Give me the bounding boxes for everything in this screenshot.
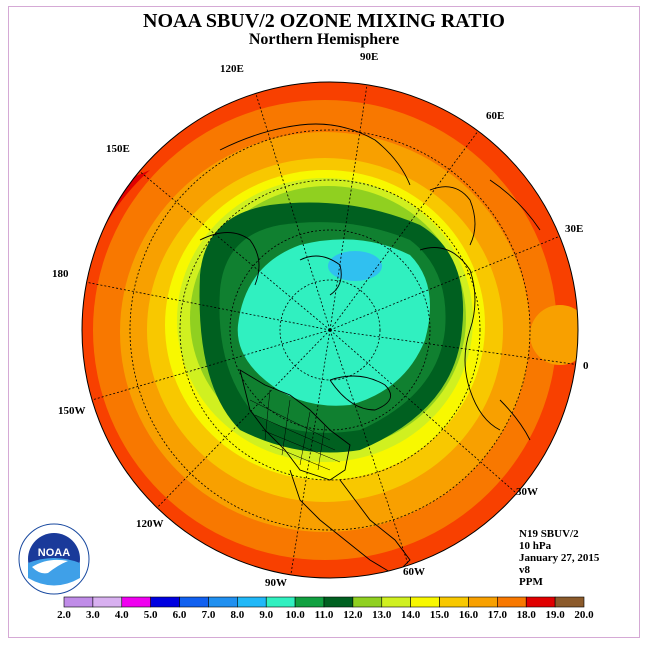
colorbar-label: 14.0 [401,609,421,621]
colorbar-box-8-9 [237,596,267,608]
colorbar-box-16-17 [468,596,498,608]
lon-label-120e: 120E [220,63,244,75]
colorbar-box-15-16 [439,596,469,608]
colorbar-label: 19.0 [545,609,565,621]
colorbar-box-13-14 [381,596,411,608]
band-16-patch [530,305,578,365]
colorbar-label: 16.0 [458,609,479,621]
lon-label-60e: 60E [486,110,505,122]
info-version: v8 [519,564,530,576]
colorbar-box-14-15 [410,596,440,608]
colorbar-label: 8.0 [230,609,245,621]
colorbar-box-12-13 [352,596,383,608]
colorbar-box-18-19 [525,596,556,608]
colorbar-label: 17.0 [487,609,507,621]
colorbar-label: 11.0 [314,609,334,621]
colorbar-box-3-4 [92,596,123,608]
colorbar-label: 5.0 [143,609,158,621]
lon-label-60w: 60W [403,566,425,578]
info-pressure: 10 hPa [519,540,552,552]
colorbar-box-7-8 [208,596,238,608]
colorbar-box-5-6 [150,596,180,608]
map-boundary [81,81,579,579]
noaa-logo: NOAA [18,523,90,595]
lon-label-0: 0 [583,360,589,372]
colorbar-label: 9.0 [259,609,274,621]
info-date: January 27, 2015 [519,552,600,564]
colorbar-label: 10.0 [285,609,305,621]
state-boundaries [249,389,341,471]
lon-label-90w: 90W [265,577,287,589]
lon-label-150w: 150W [58,405,86,417]
lon-label-30w: 30W [516,486,538,498]
colorbar-box-2-3 [63,596,94,608]
graticule [82,82,578,578]
ozone-field [82,82,578,578]
band-8 [328,251,382,281]
band-9 [237,239,430,406]
colorbar-box-11-12 [323,596,354,608]
colorbar-label: 3.0 [86,609,100,621]
info-satellite: N19 SBUV/2 [519,528,579,540]
coastlines [199,123,541,576]
map-subtitle: Northern Hemisphere [248,31,400,48]
colorbar-box-9-10 [265,596,296,608]
colorbar-label: 7.0 [201,609,216,621]
colorbar [63,596,585,608]
colorbar-label: 4.0 [114,609,129,621]
map-title: NOAA SBUV/2 OZONE MIXING RATIO [143,10,505,32]
lon-label-180: 180 [52,268,69,280]
colorbar-box-4-5 [121,596,151,608]
lon-label-120w: 120W [136,518,164,530]
colorbar-box-17-18 [497,596,527,608]
colorbar-label: 2.0 [57,609,71,621]
colorbar-label: 12.0 [343,609,363,621]
lon-label-150e: 150E [106,143,130,155]
colorbar-box-6-7 [179,596,209,608]
colorbar-box-10-11 [294,596,325,608]
info-units: PPM [519,576,543,588]
lon-label-90e: 90E [360,51,379,63]
colorbar-box-19-20 [554,596,585,608]
colorbar-label: 20.0 [574,609,594,621]
colorbar-label: 18.0 [516,609,536,621]
logo-text: NOAA [38,547,70,559]
colorbar-label: 13.0 [372,609,392,621]
colorbar-label: 15.0 [429,609,450,621]
colorbar-label: 6.0 [172,609,187,621]
lon-label-30e: 30E [565,223,584,235]
